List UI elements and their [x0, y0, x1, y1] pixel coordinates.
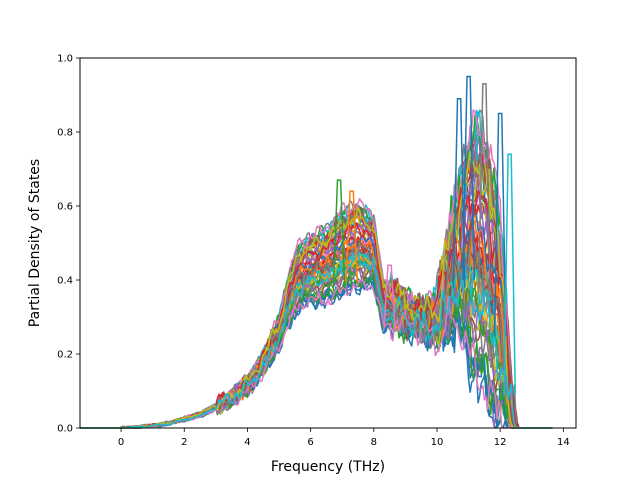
x-axis-ticks: 0 2 4 6 8 10 12 14 — [118, 428, 570, 448]
x-tick-label: 12 — [494, 437, 507, 448]
y-tick-label: 1.0 — [57, 54, 73, 65]
y-tick-label: 0.0 — [57, 424, 73, 435]
x-tick-label: 14 — [557, 437, 570, 448]
x-tick-label: 2 — [181, 437, 187, 448]
series-peak — [345, 190, 359, 283]
plot-frame — [79, 57, 577, 429]
series-line — [80, 151, 553, 429]
series-peak — [383, 264, 397, 330]
y-axis-ticks: 0.0 0.2 0.4 0.6 0.8 1.0 — [57, 54, 80, 435]
series-peak — [462, 75, 476, 281]
series-peak — [332, 179, 346, 289]
x-tick-label: 6 — [307, 437, 313, 448]
series-line — [80, 254, 553, 429]
series-peak — [477, 83, 491, 293]
y-tick-label: 0.6 — [57, 202, 73, 213]
y-tick-label: 0.4 — [57, 276, 73, 287]
y-axis-label: Partial Density of States — [27, 159, 43, 327]
y-tick-label: 0.2 — [57, 350, 73, 361]
x-axis-label: Frequency (THz) — [271, 459, 385, 475]
series-peak — [452, 97, 466, 288]
x-tick-label: 0 — [118, 437, 124, 448]
series-layer — [80, 75, 553, 429]
x-tick-label: 4 — [244, 437, 250, 448]
x-tick-label: 10 — [431, 437, 444, 448]
series-peak — [503, 153, 517, 396]
y-tick-label: 0.8 — [57, 128, 73, 139]
x-tick-label: 8 — [371, 437, 377, 448]
series-peak — [493, 112, 507, 337]
